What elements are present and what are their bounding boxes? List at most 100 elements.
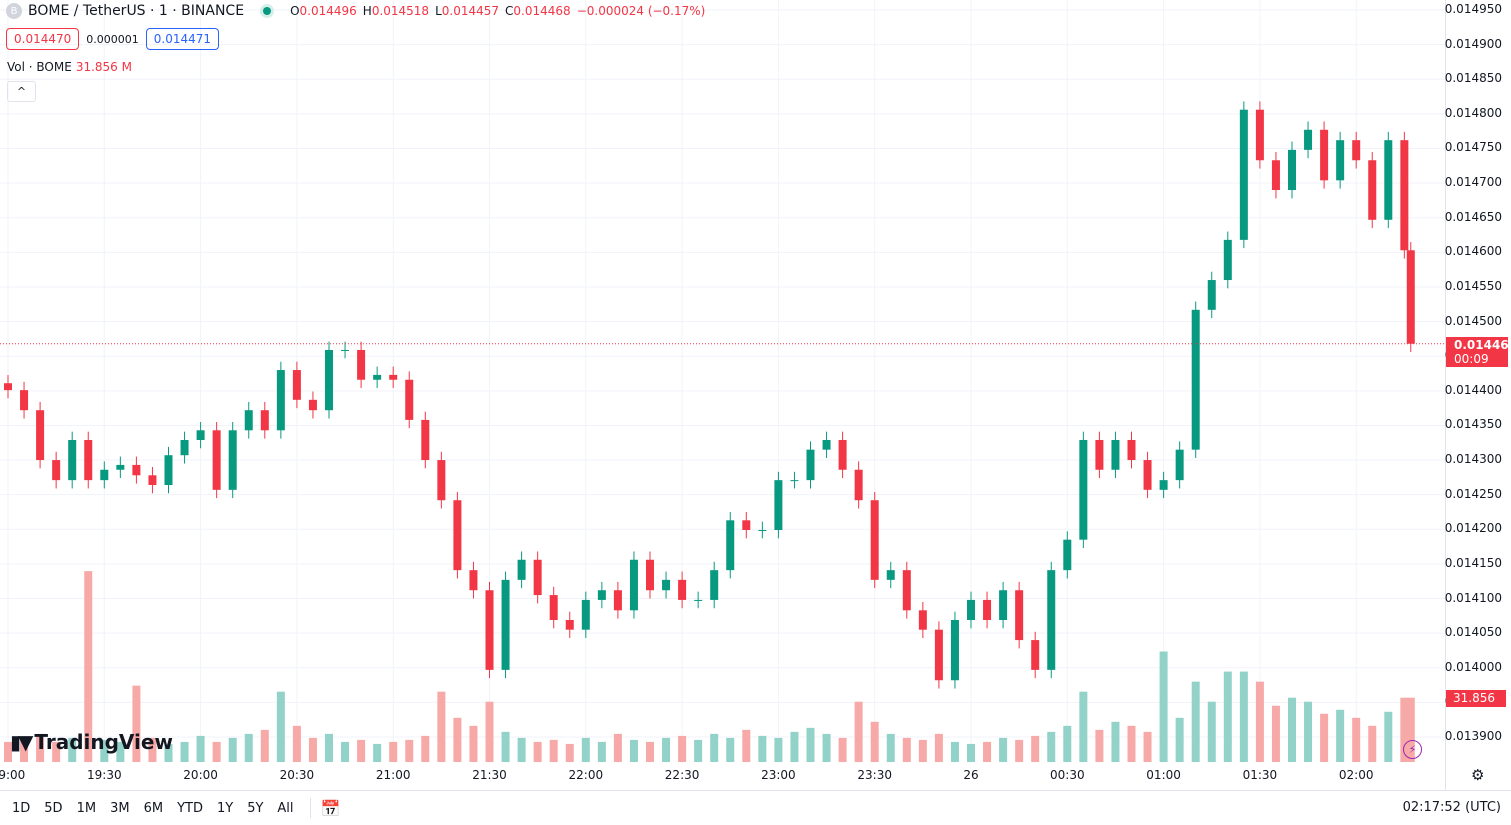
candle-body: [212, 430, 221, 490]
candle-body: [421, 419, 430, 461]
candle-body: [1304, 129, 1313, 150]
time-label: 00:30: [1050, 768, 1085, 782]
volume-legend: Vol · BOME 31.856 M: [7, 60, 132, 74]
range-button[interactable]: 1Y: [216, 800, 234, 816]
candle-body: [260, 410, 269, 431]
volume-bar: [870, 721, 879, 762]
tradingview-logo[interactable]: ▮▼ TradingView: [10, 730, 173, 754]
candle-body: [613, 590, 622, 611]
range-button[interactable]: All: [277, 800, 294, 816]
candle-body: [1015, 590, 1024, 641]
volume-bar: [244, 733, 253, 762]
candle-body: [758, 529, 767, 531]
candle-body: [790, 480, 799, 482]
candle-body: [597, 590, 606, 600]
volume-bar: [164, 743, 173, 762]
volume-bar: [68, 737, 77, 762]
bar-countdown: 00:09: [1454, 352, 1489, 366]
range-button[interactable]: 6M: [143, 800, 164, 816]
candle-body: [902, 570, 911, 611]
volume-bar: [1400, 697, 1409, 762]
volume-bar: [1239, 671, 1248, 762]
candle-body: [934, 629, 943, 681]
candle-body: [918, 610, 927, 630]
settings-gear-icon[interactable]: ⚙: [1471, 766, 1485, 784]
candle-body: [1127, 439, 1136, 461]
time-label: 19:30: [87, 768, 122, 782]
candle-body: [437, 460, 446, 501]
range-button[interactable]: 1M: [76, 800, 97, 816]
volume-bar: [4, 741, 12, 762]
volume-bar: [806, 727, 815, 762]
range-button[interactable]: 5D: [44, 800, 63, 816]
volume-bar: [100, 739, 109, 762]
volume-bar: [1207, 701, 1216, 762]
volume-bar: [774, 737, 783, 762]
volume-bar: [662, 737, 671, 762]
collapse-legend-button[interactable]: ^: [7, 81, 36, 102]
price-change: −0.000024 (−0.17%): [576, 4, 706, 18]
candle-body: [36, 410, 45, 461]
bottom-toolbar: 1D 5D 1M 3M 6M YTD 1Y 5Y All 📅: [0, 790, 1511, 825]
candle-body: [1271, 160, 1280, 191]
symbol-legend: B BOME / TetherUS · 1 · BINANCE O0.01449…: [6, 3, 705, 19]
volume-bar: [646, 741, 654, 762]
candle-body: [694, 599, 703, 601]
price-label: 0.014200: [1444, 521, 1502, 536]
volume-bar: [678, 735, 687, 762]
volume-bar: [533, 741, 542, 762]
candle-body: [132, 464, 141, 476]
price-label: 0.014650: [1444, 209, 1502, 224]
candle-body: [1207, 280, 1216, 310]
market-open-icon[interactable]: [260, 4, 275, 18]
candle-body: [838, 439, 847, 470]
volume-bar: [999, 737, 1008, 762]
range-button[interactable]: 1D: [12, 800, 31, 816]
candle-body: [180, 439, 189, 456]
volume-bar: [357, 739, 366, 762]
sell-button[interactable]: 0.014470: [6, 28, 80, 50]
candle-body: [1384, 140, 1393, 220]
price-label: 0.014600: [1444, 244, 1502, 259]
volume-bar: [758, 735, 767, 762]
range-button[interactable]: YTD: [177, 800, 203, 816]
volume-bar: [389, 741, 398, 762]
range-button[interactable]: 3M: [110, 800, 130, 816]
volume-bar: [790, 731, 799, 762]
utc-clock[interactable]: 02:17:52 (UTC): [1402, 800, 1501, 815]
symbol-title[interactable]: BOME / TetherUS · 1 · BINANCE: [28, 3, 245, 19]
candle-body: [1191, 309, 1200, 450]
volume-bar: [918, 739, 927, 762]
candle-body: [678, 579, 687, 600]
candle-body: [870, 500, 879, 580]
volume-bar: [501, 731, 510, 762]
volume-bar: [742, 729, 751, 762]
range-button[interactable]: 5Y: [247, 800, 264, 816]
time-label: 19:00: [0, 768, 26, 782]
candle-body: [1047, 570, 1056, 670]
price-label: 0.014950: [1444, 2, 1502, 16]
candle-body: [52, 460, 61, 481]
lightning-icon[interactable]: ⚡: [1403, 740, 1422, 759]
volume-bar: [822, 733, 831, 762]
volume-bar: [116, 741, 125, 762]
candle-body: [1400, 140, 1409, 251]
volume-bar: [52, 741, 61, 762]
volume-bar: [1255, 681, 1264, 762]
spread-value: 0.000001: [86, 32, 139, 46]
volume-bar: [180, 741, 189, 762]
volume-bar: [581, 737, 590, 762]
volume-bar: [84, 571, 93, 762]
volume-bar: [260, 729, 269, 762]
price-label: 0.014850: [1444, 71, 1502, 86]
candle-body: [116, 464, 125, 470]
candle-body: [100, 469, 109, 481]
candle-body: [469, 570, 478, 591]
volume-bar: [1047, 731, 1056, 762]
time-label: 22:30: [664, 768, 700, 782]
go-to-date-calendar-icon[interactable]: 📅: [320, 798, 341, 818]
volume-bar: [1406, 697, 1415, 762]
buy-button[interactable]: 0.014471: [145, 28, 220, 50]
chart-canvas[interactable]: [0, 0, 1445, 790]
candle-body: [148, 475, 157, 485]
